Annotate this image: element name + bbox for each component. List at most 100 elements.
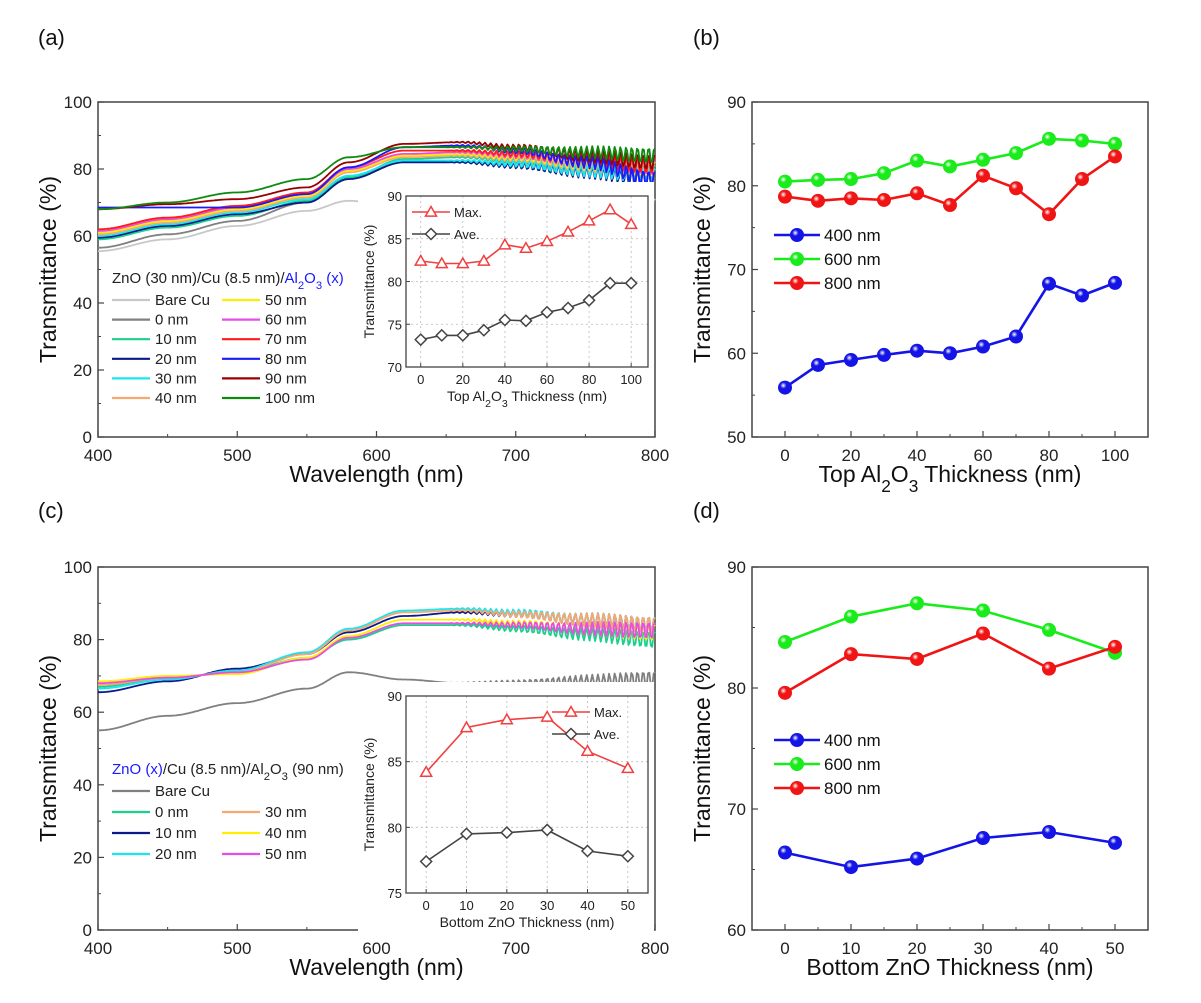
panel-label: (d) [693,498,720,523]
data-point [1042,824,1056,839]
inset-x-tick-label: 20 [456,372,470,387]
data-point [910,851,924,866]
data-point [976,831,990,846]
text-part: ZnO (x) [112,761,163,778]
inset-y-tick-label: 90 [388,189,402,204]
legend-entry: 10 nm [155,331,197,348]
inset-series-line-max [425,716,629,773]
y-tick-label: 80 [73,160,92,179]
inset-x-tick-label: 50 [621,898,635,913]
data-point [844,609,858,624]
legend-entry: 50 nm [265,846,307,863]
legend-entry: 0 nm [155,312,188,329]
inset-y-tick-label: 70 [388,360,402,375]
data-point [976,152,990,167]
inset-data-marker [419,765,433,778]
inset-data-marker [519,314,533,328]
data-point [1042,622,1056,637]
inset-legend-marker [564,727,578,741]
y-tick-label: 40 [73,294,92,313]
inset-data-marker [582,213,596,226]
legend-entry: 10 nm [155,825,197,842]
data-point [877,192,891,207]
spectrum-line-30-nm [98,608,656,686]
inset-legend-marker [424,227,438,241]
text-part: Al [285,270,298,287]
inset-y-tick-label: 75 [388,886,402,901]
legend-entry: 80 nm [265,351,307,368]
y-tick-label: 50 [727,428,746,447]
inset-y-tick-label: 80 [388,275,402,290]
data-point [943,346,957,361]
inset-y-tick-label: 75 [388,317,402,332]
data-point [1042,661,1056,676]
y-tick-label: 0 [83,428,92,447]
y-tick-label: 70 [727,800,746,819]
series-line-600-nm [784,601,1116,655]
inset-data-marker [540,234,554,247]
data-point [976,603,990,618]
x-tick-label: 400 [84,446,112,465]
legend-entry: 600 nm [824,755,881,774]
panel-label: (a) [38,25,65,50]
inset-data-marker [459,827,474,841]
legend-entry: 20 nm [155,846,197,863]
y-tick-label: 80 [727,679,746,698]
text-part: (90 nm) [288,761,344,778]
text-part: O [304,270,316,287]
inset-y-tick-label: 80 [388,820,402,835]
y-tick-label: 60 [73,703,92,722]
inset-x-axis-title: Top Al2O3 Thickness (nm) [447,388,607,410]
inset-data-marker [414,333,428,347]
x-tick-label: 500 [223,939,251,958]
data-point [811,172,825,187]
inset-data-marker [624,217,638,230]
x-tick-label: 100 [1101,446,1129,465]
x-tick-label: 40 [1040,939,1059,958]
spectrum-line-50-nm [98,621,656,685]
x-tick-label: 700 [502,939,530,958]
legend-entry: 0 nm [155,804,188,821]
data-point [1042,207,1056,222]
subscript-text: 3 [282,771,288,783]
text-part: /Cu (8.5 nm)/Al [163,761,264,778]
subscript-text: 3 [316,280,322,292]
inset-legend-entry: Ave. [594,727,620,742]
subscript-text: 2 [264,771,270,783]
legend-entry: 20 nm [155,351,197,368]
y-tick-label: 40 [73,776,92,795]
inset-series-line-ave [425,829,628,863]
legend-entry: Bare Cu [155,783,210,800]
inset-data-marker [419,854,433,869]
x-axis-title: Top Al2O3 Thickness (nm) [819,461,1082,496]
panel-b: (b) 50 60 70 80 90 0 20 40 60 80 100 Transmittance (… [689,25,1149,496]
text-part: O [891,461,909,487]
data-point [778,380,792,395]
legend-marker [790,733,804,747]
legend-entry: 600 nm [824,250,881,269]
legend-entry: 400 nm [824,731,881,750]
y-tick-label: 60 [73,227,92,246]
panel-label: (c) [38,498,64,523]
inset-legend-entry: Max. [594,705,622,720]
y-tick-label: 60 [727,344,746,363]
inset-data-marker [621,849,635,863]
y-tick-label: 20 [73,361,92,380]
data-point [811,193,825,208]
spectrum-line-100-nm [98,145,656,211]
inset-data-marker [500,826,514,840]
inset-x-tick-label: 0 [423,898,430,913]
y-tick-label: 100 [64,558,92,577]
data-point [943,159,957,174]
inset-data-marker [540,305,554,319]
legend-entry: 800 nm [824,274,881,293]
data-point [1075,133,1089,148]
inset-x-tick-label: 0 [417,372,424,387]
inset-data-marker [582,293,596,307]
legend-marker [790,757,804,771]
inset-frame [405,695,649,894]
data-point [778,189,792,204]
inset-data-marker [456,256,470,269]
spectrum-line-30-nm [98,159,656,237]
subscript-text: 2 [298,280,304,292]
